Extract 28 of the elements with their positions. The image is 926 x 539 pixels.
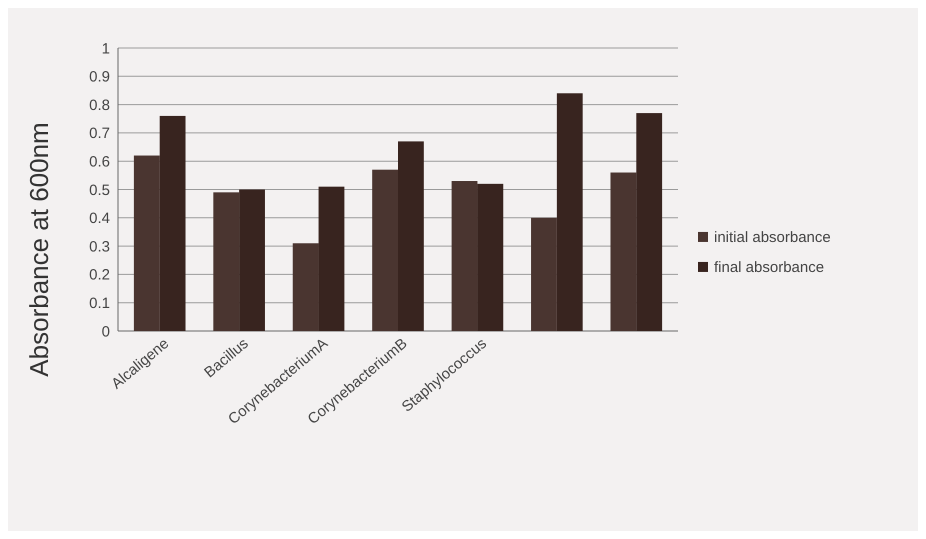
bar (134, 156, 160, 331)
y-tick-label: 0.5 (89, 182, 110, 199)
y-axis-title: Absorbance at 600nm (24, 122, 54, 377)
bar (610, 172, 636, 331)
y-tick-label: 0.9 (89, 68, 110, 86)
bar (531, 218, 557, 331)
bar (636, 113, 662, 331)
bar (398, 141, 424, 331)
y-tick-label: 0.2 (89, 266, 110, 284)
bar (477, 184, 504, 331)
bar (452, 181, 478, 331)
y-tick-label: 0.7 (89, 125, 110, 142)
y-tick-label: 0.8 (89, 96, 110, 114)
bar (372, 170, 398, 331)
bar (239, 190, 265, 331)
bar (292, 243, 319, 331)
bar (160, 116, 186, 331)
y-tick-label: 1 (102, 40, 110, 58)
y-tick-label: 0.3 (89, 238, 110, 256)
bar (556, 93, 583, 331)
y-tick-label: 0.4 (89, 210, 110, 228)
y-tick-label: 0.6 (89, 153, 110, 170)
legend-label: initial absorbance (714, 229, 831, 246)
y-tick-label: 0.1 (89, 294, 110, 312)
y-tick-label: 0 (102, 323, 110, 340)
bar (213, 192, 240, 331)
bar (318, 186, 344, 331)
legend-label: final absorbance (714, 259, 824, 276)
